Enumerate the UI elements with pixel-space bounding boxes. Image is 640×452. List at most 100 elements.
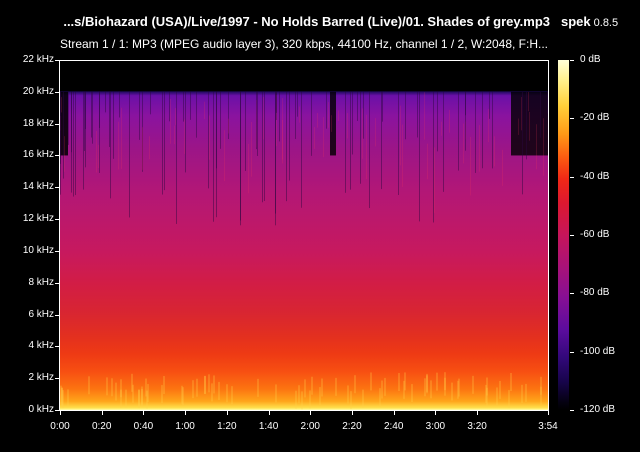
spectrogram-streak: [216, 91, 217, 218]
spectrogram-bass-streak: [218, 381, 220, 400]
spectrogram-streak: [263, 96, 264, 140]
frequency-tick-mark: [55, 378, 59, 380]
spectrogram-streak: [311, 91, 312, 156]
spectrogram-bass-streak: [257, 378, 259, 397]
spectrogram-streak: [540, 91, 541, 138]
spectrogram-streak: [441, 121, 442, 136]
frequency-tick-label: 16 kHz: [22, 149, 54, 161]
spectrogram-streak: [543, 118, 544, 176]
spectrogram-streak: [419, 91, 420, 222]
spectrogram-lowpass-gap: [330, 91, 336, 156]
spectrogram-streak: [169, 91, 170, 122]
spectrogram-streak: [85, 91, 86, 168]
spectrogram-bass-streak: [62, 390, 64, 409]
spectrogram-streak: [526, 91, 527, 160]
spectrogram-bass-streak: [301, 391, 303, 410]
frequency-tick-mark: [55, 282, 59, 284]
spectrogram-streak: [91, 91, 92, 138]
spectrogram-bass-streak: [311, 376, 313, 395]
spectrogram-bass-streak: [430, 380, 432, 399]
time-axis-line: [59, 410, 549, 411]
spectrogram-bass-streak: [309, 390, 311, 409]
spectrogram-streak: [262, 91, 263, 203]
spectrogram-bass-streak: [444, 377, 446, 396]
spectrogram-streak: [96, 130, 97, 173]
spectrogram-bass-streak: [335, 377, 337, 396]
spectrogram-bass-streak: [181, 385, 183, 404]
spectrogram-bass-streak: [106, 377, 108, 396]
spectrogram-streak: [142, 91, 143, 172]
time-tick-label: 3:54: [538, 421, 558, 432]
spectrogram-bass-streak: [347, 385, 349, 404]
spectrogram-streak: [71, 91, 72, 193]
spectrogram[interactable]: [60, 60, 548, 410]
spectrogram-streak: [185, 91, 186, 173]
spectrogram-bass-streak: [304, 379, 306, 398]
frequency-tick-label: 8 kHz: [28, 276, 54, 288]
spectrogram-bass-streak: [458, 378, 460, 397]
spectrogram-streak: [470, 136, 471, 196]
db-scale-label: -60 dB: [580, 229, 610, 240]
spectrogram-streak: [92, 91, 93, 144]
spectrogram-bass-streak: [226, 384, 228, 403]
spectrogram-bass-streak: [486, 377, 488, 396]
spectrogram-streak: [213, 91, 214, 222]
spectrogram-streak: [64, 136, 65, 172]
spectrogram-streak: [99, 91, 100, 128]
spectrogram-bass-streak: [196, 378, 198, 397]
spectrogram-bass-streak: [496, 387, 498, 406]
spectrogram-bass-streak: [204, 375, 206, 394]
db-tick-mark: [570, 60, 574, 61]
spectrogram-streak: [301, 91, 302, 208]
spectrogram-streak: [71, 91, 72, 153]
spectrogram-streak: [331, 115, 332, 132]
time-tick-label: 2:40: [383, 421, 404, 432]
spectrogram-bass-streak: [61, 387, 63, 406]
spectrogram-streak: [240, 91, 241, 221]
spectrogram-streak: [338, 110, 339, 122]
spectrogram-streak: [276, 91, 277, 113]
spectrogram-bass-streak: [213, 375, 215, 394]
db-scale-label: 0 dB: [580, 54, 601, 65]
spectrogram-streak: [381, 91, 382, 190]
spectrogram-bass-streak: [182, 387, 184, 406]
frequency-tick-label: 12 kHz: [22, 213, 54, 225]
spectrogram-streak: [492, 91, 493, 169]
spectrogram-streak: [482, 91, 483, 169]
frequency-tick-mark: [55, 314, 59, 316]
spectrogram-bass-streak: [275, 384, 277, 403]
spectrogram-streak: [142, 127, 143, 170]
spectrogram-streak: [366, 114, 367, 180]
spectrogram-streak: [184, 119, 185, 154]
title-row: ...s/Biohazard (USA)/Live/1997 - No Hold…: [0, 13, 640, 31]
spectrogram-streak: [328, 102, 329, 128]
frequency-tick-label: 22 kHz: [22, 54, 54, 65]
spectrogram-streak: [109, 91, 110, 147]
spectrogram-streak: [536, 124, 537, 170]
app-version: 0.8.5: [593, 17, 619, 29]
spectrogram-streak: [518, 118, 519, 135]
db-tick-mark: [570, 118, 574, 120]
time-tick-mark: [477, 411, 479, 415]
time-tick-mark: [435, 411, 437, 415]
spectrogram-streak: [63, 91, 64, 179]
db-tick-mark: [570, 351, 574, 353]
frequency-axis-line: [59, 60, 60, 411]
frequency-tick-label: 6 kHz: [28, 308, 54, 320]
spectrogram-bass-streak: [145, 378, 147, 397]
spectrogram-streak: [547, 91, 548, 114]
spectrogram-overlay: [60, 91, 548, 410]
frequency-tick-mark: [55, 155, 59, 157]
time-tick-label: 1:00: [175, 421, 195, 432]
spectrogram-streak: [240, 91, 241, 226]
spectrogram-streak: [345, 91, 346, 193]
spectrogram-bass-streak: [499, 380, 501, 399]
spectrogram-bass-streak: [403, 380, 405, 399]
spectrogram-streak: [257, 91, 258, 156]
spectrogram-streak: [204, 101, 205, 120]
spectrogram-streak: [139, 91, 140, 140]
spectrogram-bass-streak: [298, 385, 300, 404]
spectrogram-streak: [317, 112, 318, 128]
spectrogram-streak: [528, 91, 529, 112]
spectrogram-bass-streak: [321, 378, 323, 397]
